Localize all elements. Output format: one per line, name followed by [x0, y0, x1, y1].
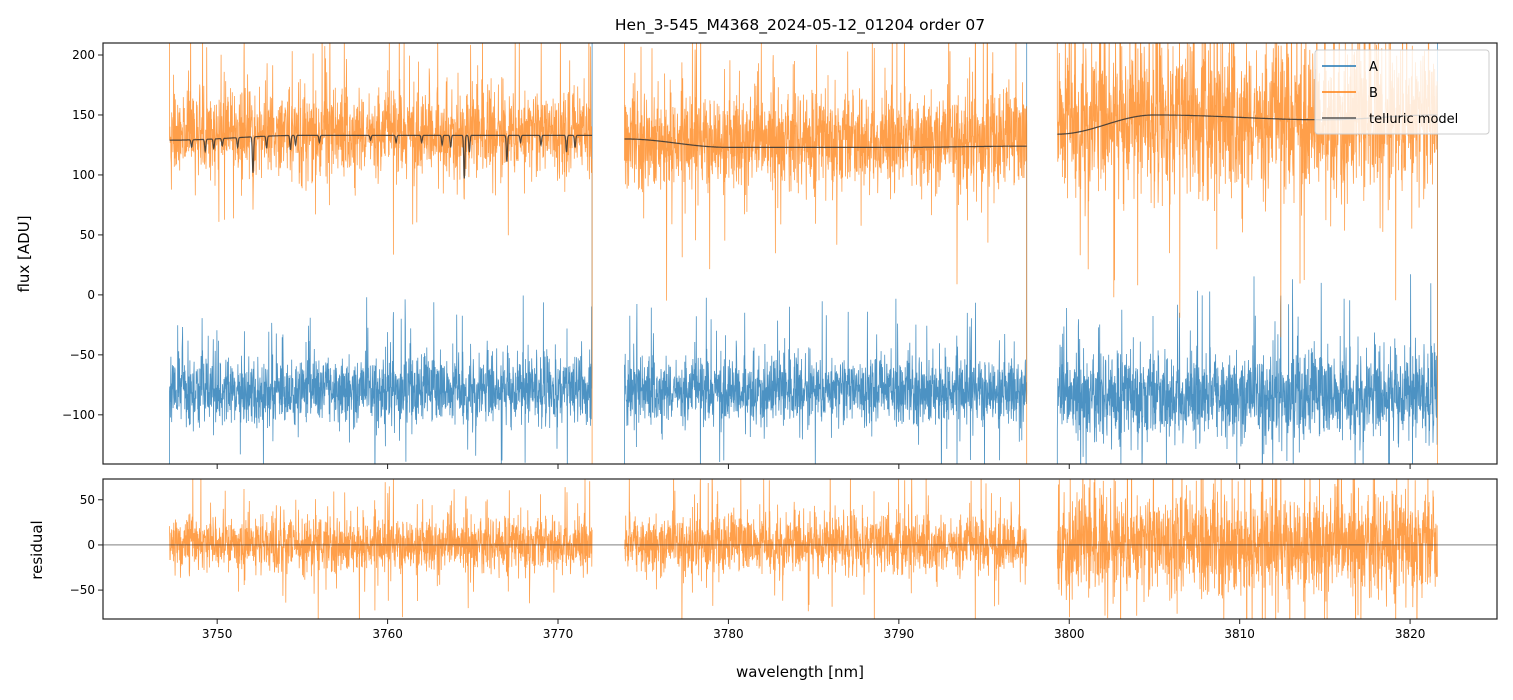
residual-plot: [103, 479, 1497, 619]
y-axis-label-residual: residual: [28, 520, 46, 579]
axes: 3750 3760 3770 3780 3790 3800 3810 3820 −100 −50 0…: [62, 42, 1498, 641]
residual-segment-1: [169, 479, 593, 619]
legend-label-a: A: [1369, 60, 1378, 75]
residual-y-tick-label: 50: [80, 493, 95, 507]
x-tick-label: 3800: [1054, 627, 1085, 641]
legend-label-b: B: [1369, 86, 1378, 101]
series-b-segment-2: [624, 43, 1028, 464]
residual-axes-frame: [102, 478, 1498, 620]
main-plot: [169, 43, 1438, 464]
main-axes-frame: [102, 42, 1498, 465]
main-y-tick-label: 200: [72, 48, 95, 62]
chart-title: Hen_3-545_M4368_2024-05-12_01204 order 0…: [615, 16, 985, 35]
main-y-tick-label: 50: [80, 228, 95, 242]
series-a-segment-3: [1056, 43, 1438, 464]
residual-y-tick-label: 0: [87, 538, 95, 552]
series-b-segment-3: [1056, 43, 1438, 464]
series-b-segment-1: [169, 43, 593, 464]
telluric-model-segment-1: [169, 134, 593, 179]
x-tick-label: 3820: [1395, 627, 1426, 641]
y-axis-label-main: flux [ADU]: [15, 215, 33, 292]
series-a-segment-1: [169, 43, 593, 464]
main-y-tick-label: −100: [62, 408, 95, 422]
telluric-model-segment-2: [624, 138, 1027, 148]
residual-segment-3: [1056, 479, 1438, 619]
main-y-tick-label: 100: [72, 168, 95, 182]
main-y-tick-label: −50: [70, 348, 95, 362]
x-tick-label: 3780: [713, 627, 744, 641]
x-tick-label: 3750: [202, 627, 233, 641]
x-tick-label: 3810: [1224, 627, 1255, 641]
series-a-segment-2: [624, 43, 1028, 464]
residual-segment-2: [624, 479, 1028, 619]
main-y-tick-label: 150: [72, 108, 95, 122]
x-axis-label: wavelength [nm]: [736, 663, 864, 681]
x-tick-label: 3770: [543, 627, 574, 641]
main-y-tick-label: 0: [87, 288, 95, 302]
x-tick-label: 3760: [372, 627, 403, 641]
residual-y-tick-label: −50: [70, 583, 95, 597]
legend-label-telluric: telluric model: [1369, 112, 1458, 127]
legend: A B telluric model: [1314, 49, 1490, 135]
x-tick-label: 3790: [884, 627, 915, 641]
